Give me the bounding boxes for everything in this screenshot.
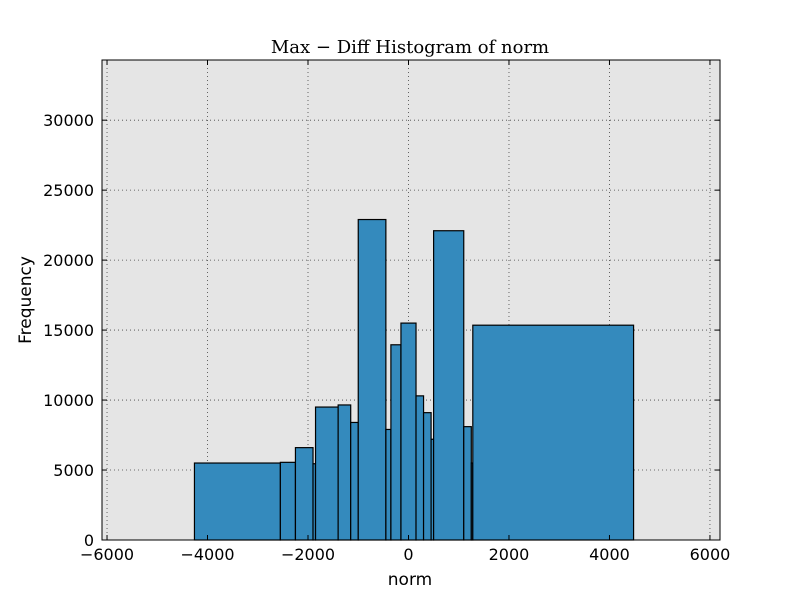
y-tick-label-1: 5000 [53,461,94,480]
histogram-bar-17 [472,324,635,541]
y-tick-label-4: 20000 [43,251,94,270]
histogram-bar-1 [279,461,297,541]
x-tick-labels: −6000 −4000 −2000 0 2000 4000 6000 [80,545,730,564]
histogram-bar-4 [314,406,339,541]
chart-title: Max − Diff Histogram of norm [271,37,549,58]
y-tick-label-0: 0 [84,531,94,550]
y-tick-label-6: 30000 [43,111,94,130]
y-tick-labels: 0 5000 10000 15000 20000 25000 30000 [43,111,94,550]
x-tick-label-2: −2000 [281,545,335,564]
bars-group [193,218,635,541]
histogram-bar-11 [415,395,425,541]
x-tick-label-4: 2000 [489,545,530,564]
histogram-bar-2 [294,447,314,541]
histogram-bar-6 [350,421,359,541]
histogram-bar-0 [193,462,281,541]
x-tick-label-0: −6000 [80,545,134,564]
y-tick-label-2: 10000 [43,391,94,410]
x-axis-label: norm [388,570,432,590]
histogram-bar-5 [337,404,352,541]
histogram-bar-9 [390,344,402,541]
y-axis-label: Frequency [16,256,36,344]
histogram-bar-7 [357,218,387,541]
y-tick-label-3: 15000 [43,321,94,340]
plot-frame [101,59,721,541]
tick-marks [102,60,720,541]
x-tick-label-5: 4000 [589,545,630,564]
histogram-bar-15 [463,426,472,541]
x-tick-label-1: −4000 [180,545,234,564]
x-tick-label-3: 0 [403,545,413,564]
histogram-bar-12 [422,412,432,541]
x-tick-label-6: 6000 [690,545,731,564]
y-tick-label-5: 25000 [43,181,94,200]
histogram-bar-10 [400,322,417,541]
histogram-bar-14 [433,230,465,541]
histogram-bar-8 [385,428,392,541]
